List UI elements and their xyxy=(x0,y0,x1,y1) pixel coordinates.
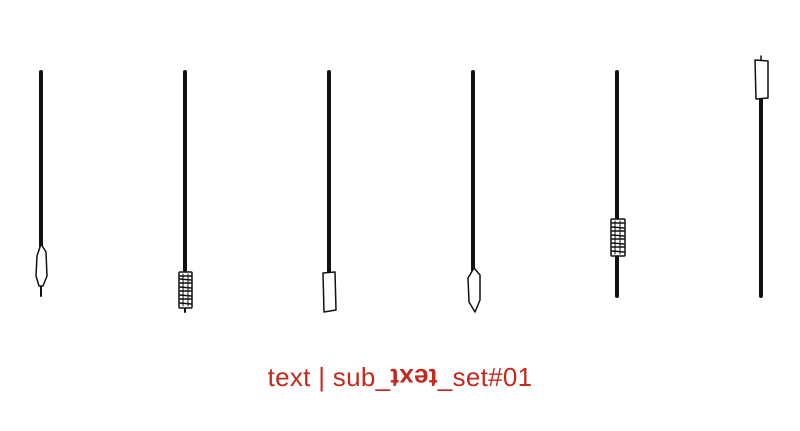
square-flat-tip-icon xyxy=(322,271,337,313)
stick-3 xyxy=(322,70,337,313)
sticks-illustration xyxy=(35,55,769,313)
striped-grip-icon xyxy=(610,218,626,257)
caption-suffix: _set#01 xyxy=(437,362,533,392)
caption-prefix: text | sub_ xyxy=(267,362,391,392)
stick-2 xyxy=(178,70,193,313)
stick-6 xyxy=(754,55,769,298)
square-cap-icon xyxy=(754,59,769,100)
stick-1 xyxy=(35,70,48,297)
caption-reversed-word: text xyxy=(390,363,438,393)
stick-5 xyxy=(610,70,626,298)
pointed-leaf-tip-icon xyxy=(35,243,48,287)
striped-grip-icon xyxy=(178,271,193,309)
caption-label: text | sub_text_set#01 xyxy=(0,362,800,393)
pointed-leaf-tip-icon xyxy=(467,267,481,313)
stick-4 xyxy=(467,70,481,313)
